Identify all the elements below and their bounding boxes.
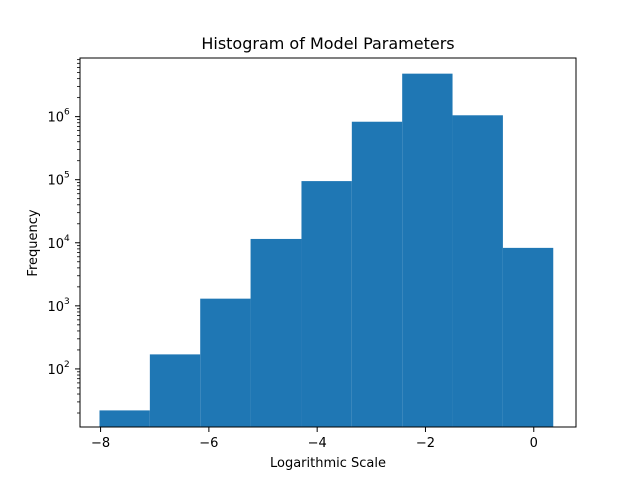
- y-tick-label: 10: [47, 363, 64, 378]
- histogram-bar: [200, 298, 251, 427]
- histogram-bar: [351, 121, 403, 428]
- y-tick-exponent: 2: [64, 360, 70, 370]
- histogram-bar: [502, 247, 554, 427]
- y-tick-base: 10: [47, 174, 64, 189]
- y-tick-label: 10: [47, 237, 64, 252]
- histogram-bar: [250, 238, 302, 427]
- y-axis-label: Frequency: [26, 209, 41, 276]
- x-axis-label: Logarithmic Scale: [270, 456, 386, 471]
- histogram-bar: [149, 354, 201, 427]
- y-tick-base: 10: [47, 363, 64, 378]
- plot-frame: [79, 57, 577, 428]
- histogram-bar: [99, 410, 150, 427]
- chart-title: Histogram of Model Parameters: [201, 34, 454, 53]
- y-tick-exponent: 3: [64, 297, 70, 307]
- x-tick-label: −8: [91, 436, 110, 451]
- bars-group: [99, 73, 554, 428]
- x-tick-label: −2: [416, 436, 435, 451]
- y-tick-label: 10: [47, 300, 64, 315]
- histogram-bar: [402, 73, 453, 427]
- y-tick-base: 10: [47, 237, 64, 252]
- y-tick-base: 10: [47, 300, 64, 315]
- histogram-bar: [301, 181, 352, 427]
- y-tick-exponent: 5: [64, 171, 70, 181]
- x-tick-label: −6: [199, 436, 218, 451]
- y-tick-exponent: 4: [64, 234, 70, 244]
- x-tick-label: −4: [308, 436, 327, 451]
- x-axis-ticks: −8 −6 −4 −2 0: [91, 427, 538, 451]
- y-tick-label: 10: [47, 111, 64, 126]
- histogram-bar: [452, 115, 503, 427]
- y-tick-label: 10: [47, 174, 64, 189]
- x-tick-label: 0: [530, 436, 538, 451]
- y-tick-exponent: 6: [64, 108, 70, 118]
- y-tick-base: 10: [47, 111, 64, 126]
